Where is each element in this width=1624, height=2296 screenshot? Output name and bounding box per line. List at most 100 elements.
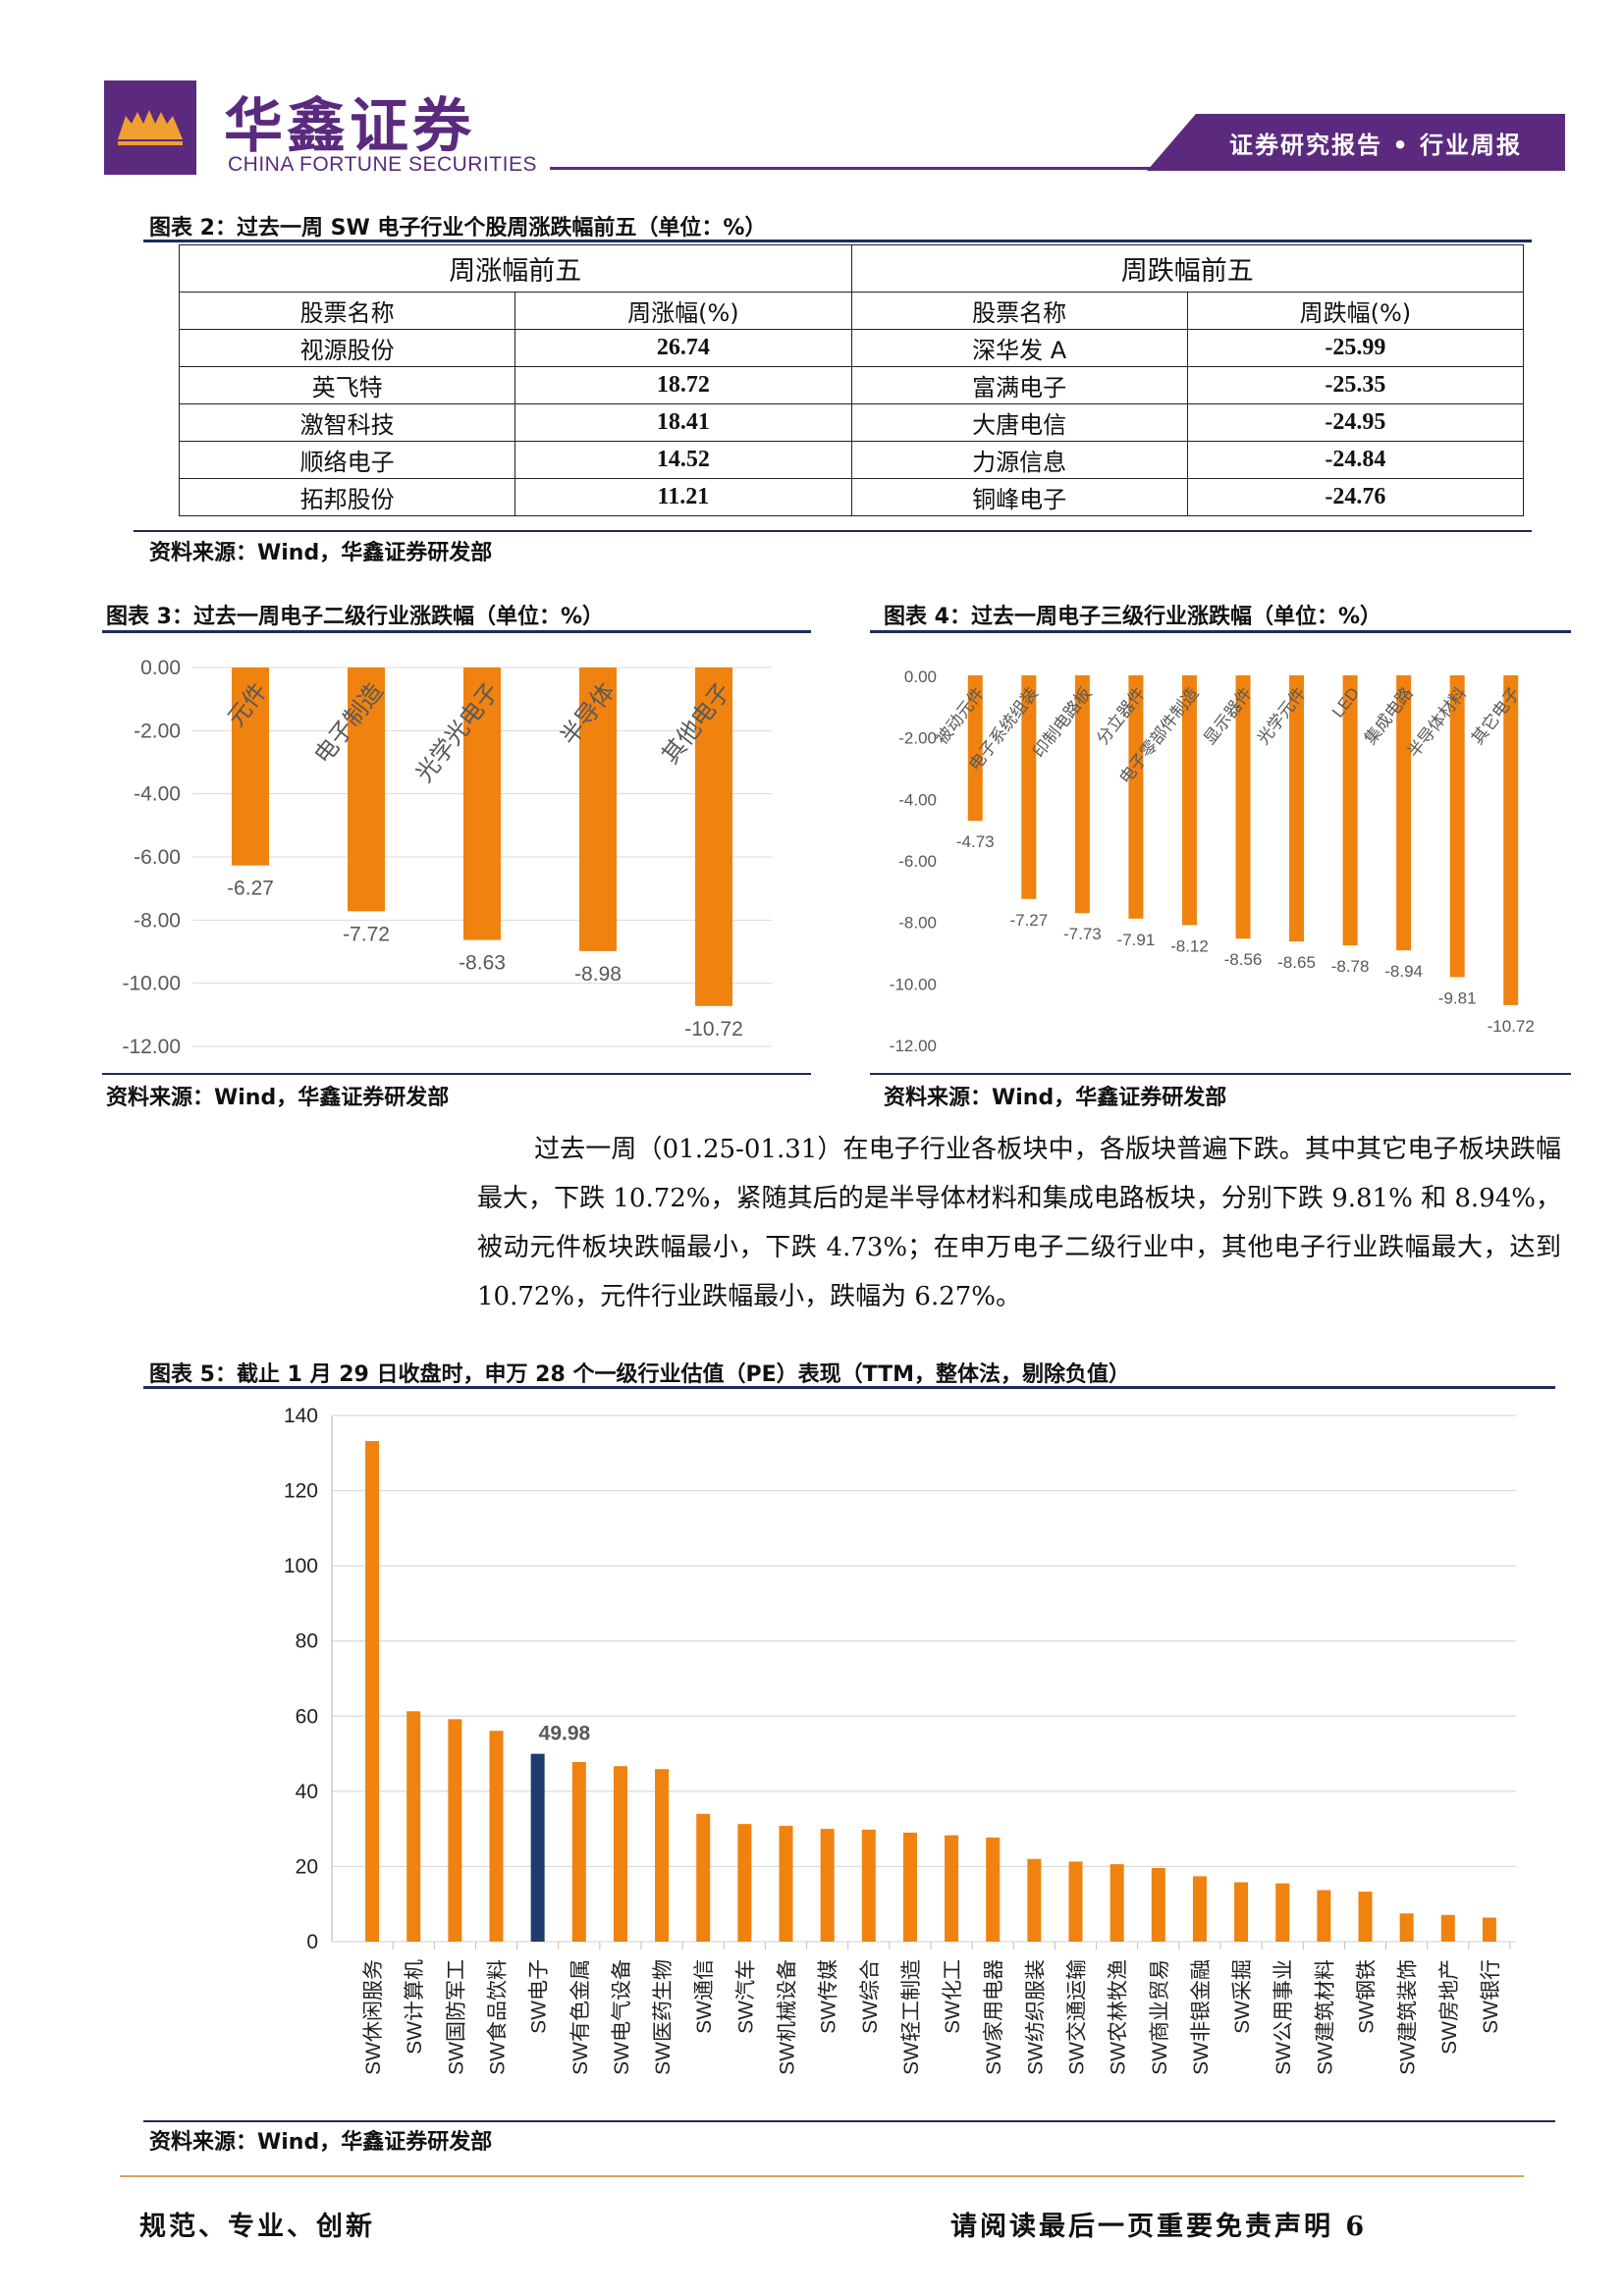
bar: [1192, 1876, 1207, 1942]
stock-name: 英飞特: [178, 366, 516, 404]
category-label: SW电子: [528, 1959, 551, 2034]
data-label: -8.94: [1384, 962, 1423, 981]
analysis-paragraph: 过去一周（01.25-01.31）在电子行业各板块中，各版块普遍下跌。其中其它电…: [477, 1125, 1561, 1321]
y-tick-label: -6.00: [134, 846, 181, 869]
table-row: 视源股份 26.74 深华发 A -25.99: [178, 329, 1525, 367]
category-label: SW农林牧渔: [1108, 1959, 1130, 2075]
stock-name: 拓邦股份: [178, 478, 516, 516]
brand-name-cn: 华鑫证券: [224, 92, 475, 161]
stock-name: 顺络电子: [178, 441, 516, 479]
bar: [1021, 675, 1037, 899]
fig4-caption: 图表 4：过去一周电子三级行业涨跌幅（单位：%）: [884, 605, 1382, 629]
category-label: SW有色金属: [569, 1959, 592, 2075]
y-tick-label: 120: [284, 1480, 318, 1503]
data-label: -7.72: [343, 923, 390, 945]
fig4-bar-chart: 0.00 -2.00 -4.00 -6.00 -8.00 -10.00 -12.00 -4.7…: [890, 667, 1535, 1055]
bar: [1027, 1858, 1042, 1942]
data-label: -9.81: [1438, 988, 1477, 1007]
bar: [613, 1766, 627, 1942]
stock-name: 富满电子: [850, 366, 1188, 404]
bar: [571, 1761, 586, 1942]
fig3-top-rule: [102, 630, 811, 633]
category-label: SW汽车: [734, 1959, 757, 2034]
category-label: SW化工: [942, 1959, 964, 2034]
data-label: -6.27: [227, 878, 274, 900]
fig4-bottom-rule: [870, 1073, 1571, 1075]
stock-change: 18.72: [514, 366, 852, 404]
y-tick-label: 0.00: [904, 667, 937, 686]
category-label: SW国防军工: [445, 1959, 467, 2075]
fig5-caption: 图表 5：截止 1 月 29 日收盘时，申万 28 个一级行业估值（PE）表现（…: [149, 1362, 1131, 1387]
bar: [1235, 675, 1251, 939]
category-label: SW银行: [1480, 1959, 1502, 2034]
category-label: SW医药生物: [652, 1959, 675, 2075]
category-label: SW食品饮料: [487, 1959, 510, 2075]
bar: [530, 1753, 545, 1942]
bar: [1396, 675, 1412, 951]
bar: [406, 1711, 421, 1942]
fig3-source: 资料来源：Wind，华鑫证券研发部: [106, 1086, 450, 1110]
fig3-caption: 图表 3：过去一周电子二级行业涨跌幅（单位：%）: [106, 605, 605, 629]
data-label: -7.73: [1063, 925, 1102, 943]
footer-slogan: 规范、专业、创新: [139, 2212, 375, 2242]
stock-change: 14.52: [514, 441, 852, 479]
stock-change: 18.41: [514, 403, 852, 442]
stock-change: 11.21: [514, 478, 852, 516]
category-label: SW综合: [859, 1959, 882, 2034]
stock-change: -24.84: [1186, 441, 1525, 479]
table-row: 拓邦股份 11.21 铜峰电子 -24.76: [178, 478, 1525, 516]
footer-divider: [120, 2175, 1524, 2177]
fig5-source: 资料来源：Wind，华鑫证券研发部: [149, 2130, 493, 2155]
y-tick-label: -8.00: [898, 914, 937, 933]
bar: [1399, 1913, 1414, 1942]
table-source: 资料来源：Wind，华鑫证券研发部: [149, 541, 493, 565]
y-tick-label: -4.00: [134, 783, 181, 806]
category-label: SW建筑材料: [1314, 1959, 1336, 2075]
bar: [1317, 1890, 1331, 1942]
bar: [695, 667, 732, 1006]
bar: [448, 1719, 462, 1942]
data-label: -8.56: [1224, 950, 1263, 969]
category-label: SW房地产: [1438, 1959, 1461, 2055]
category-label: SW商业贸易: [1149, 1959, 1171, 2075]
category-label: SW计算机: [404, 1959, 426, 2055]
bar: [1449, 675, 1465, 978]
bar: [1358, 1892, 1373, 1942]
y-tick-label: 60: [296, 1705, 318, 1728]
bar: [348, 667, 385, 912]
bar: [1068, 1861, 1083, 1942]
y-tick-label: 140: [284, 1405, 318, 1427]
stock-change: -24.76: [1186, 478, 1525, 516]
category-label: SW建筑装饰: [1397, 1959, 1420, 2075]
bar: [1482, 1917, 1496, 1942]
bar: [232, 667, 269, 866]
bar: [1074, 675, 1090, 914]
y-tick-label: 0: [306, 1931, 318, 1953]
data-label: -7.27: [1009, 911, 1048, 930]
bar: [1289, 675, 1305, 942]
category-label: LED: [1328, 684, 1363, 721]
category-label: SW钢铁: [1356, 1959, 1379, 2034]
table-row: 顺络电子 14.52 力源信息 -24.84: [178, 441, 1525, 479]
stock-change-table: 周涨幅前五 周跌幅前五 股票名称 周涨幅(%) 股票名称 周跌幅(%) 视源股份…: [178, 244, 1525, 516]
bar: [1181, 675, 1197, 926]
table-bottom-rule: [134, 530, 1532, 532]
y-tick-label: -8.00: [134, 909, 181, 932]
brand-name-en: CHINA FORTUNE SECURITIES: [228, 153, 537, 176]
report-type-label: 证券研究报告 • 行业周报: [1229, 132, 1523, 159]
y-tick-label: -10.00: [890, 975, 937, 993]
y-tick-label: -10.00: [122, 973, 181, 995]
category-label: SW非银金融: [1190, 1959, 1213, 2075]
y-tick-label: -12.00: [122, 1036, 181, 1058]
stock-name: 大唐电信: [850, 403, 1188, 442]
bar: [737, 1824, 752, 1942]
table-row: 激智科技 18.41 大唐电信 -24.95: [178, 403, 1525, 442]
data-label: 49.98: [539, 1723, 591, 1745]
table-caption: 图表 2：过去一周 SW 电子行业个股周涨跌幅前五（单位：%）: [149, 216, 767, 240]
loss-group-header: 周跌幅前五: [850, 244, 1524, 293]
bar: [579, 667, 617, 951]
bar: [945, 1835, 959, 1942]
column-header: 股票名称: [178, 292, 516, 330]
fig3-bottom-rule: [102, 1073, 811, 1075]
data-label: -10.72: [684, 1018, 743, 1041]
